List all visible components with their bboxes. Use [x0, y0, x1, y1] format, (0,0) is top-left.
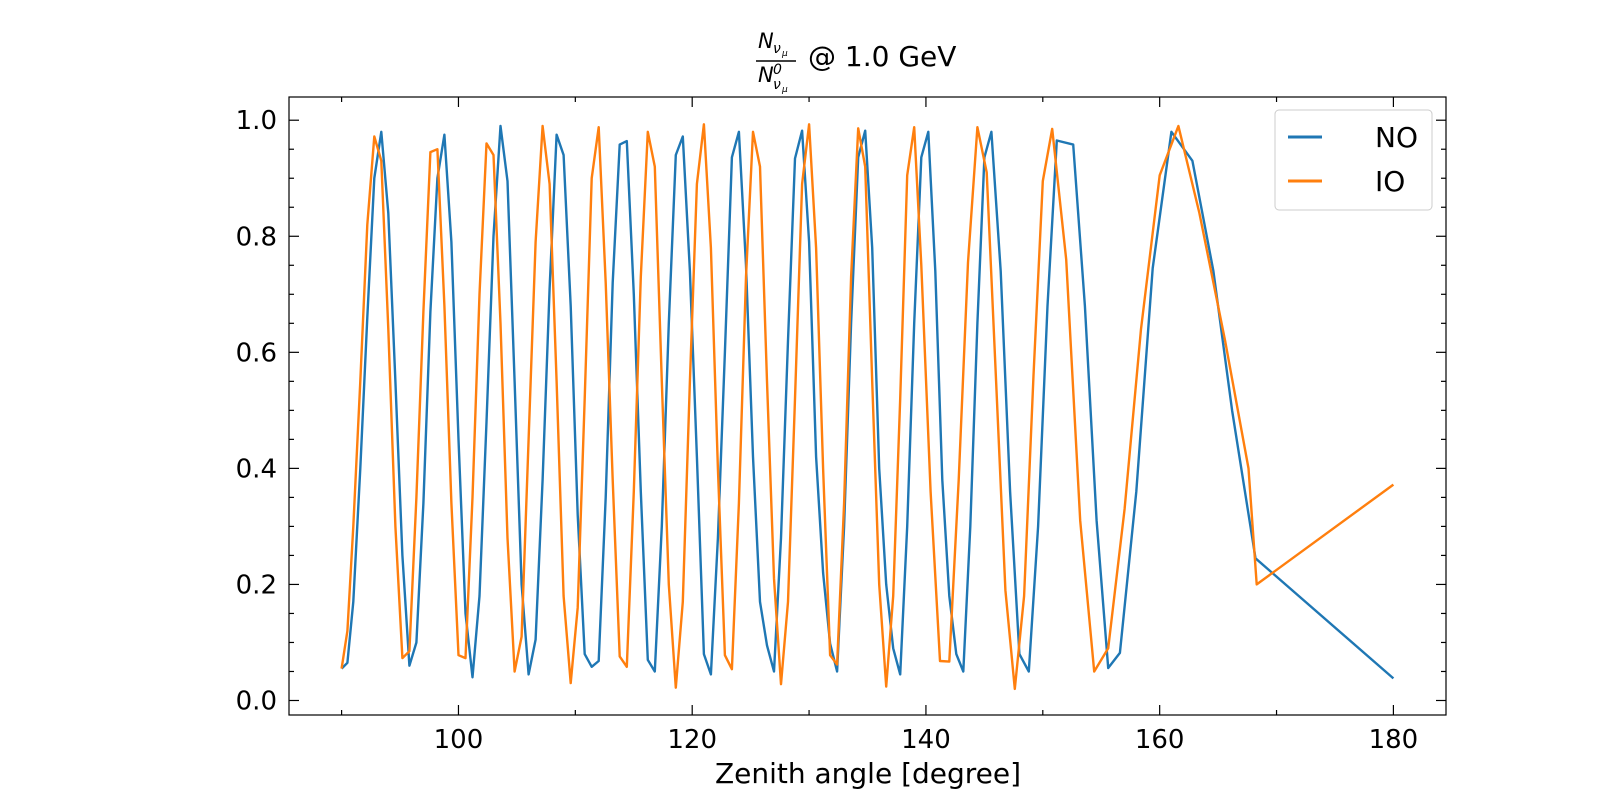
series-line-io	[340, 123, 1395, 691]
y-tick-label: 0.4	[236, 454, 277, 484]
y-tick-label: 1.0	[236, 106, 277, 136]
title-numerator: N	[758, 29, 774, 53]
x-tick-label: 180	[1369, 725, 1419, 755]
legend-label-no: NO	[1375, 121, 1418, 154]
y-tick-label: 0.8	[236, 222, 277, 252]
x-axis-label: Zenith angle [degree]	[715, 757, 1021, 790]
x-tick-label: 120	[667, 725, 717, 755]
title-numerator-sub: ν	[773, 41, 781, 57]
title-denominator: N	[758, 63, 774, 87]
legend: NO IO	[1274, 109, 1433, 211]
legend-label-io: IO	[1375, 165, 1405, 198]
y-tick-label: 0.0	[236, 686, 277, 716]
legend-box	[1274, 109, 1433, 211]
series-layer	[340, 123, 1395, 691]
x-tick-label: 160	[1135, 725, 1185, 755]
axis-ticks: 100 120 140 160 180 0.0 0.2 0.4 0.6 0.8 1.0	[236, 97, 1446, 755]
y-tick-label: 0.6	[236, 338, 277, 368]
title-denominator-subsub: μ	[781, 85, 788, 95]
x-tick-label: 100	[434, 725, 484, 755]
y-tick-label: 0.2	[236, 570, 277, 600]
plot-frame	[288, 96, 1447, 716]
series-line-no	[340, 124, 1395, 680]
title-suffix: @ 1.0 GeV	[808, 40, 956, 73]
title-denominator-sup: 0	[773, 62, 782, 78]
title-denominator-sub: ν	[773, 77, 781, 93]
chart-title: N ν μ N 0 ν μ @ 1.0 GeV	[756, 29, 956, 95]
x-tick-label: 140	[901, 725, 951, 755]
title-numerator-subsub: μ	[781, 49, 788, 59]
